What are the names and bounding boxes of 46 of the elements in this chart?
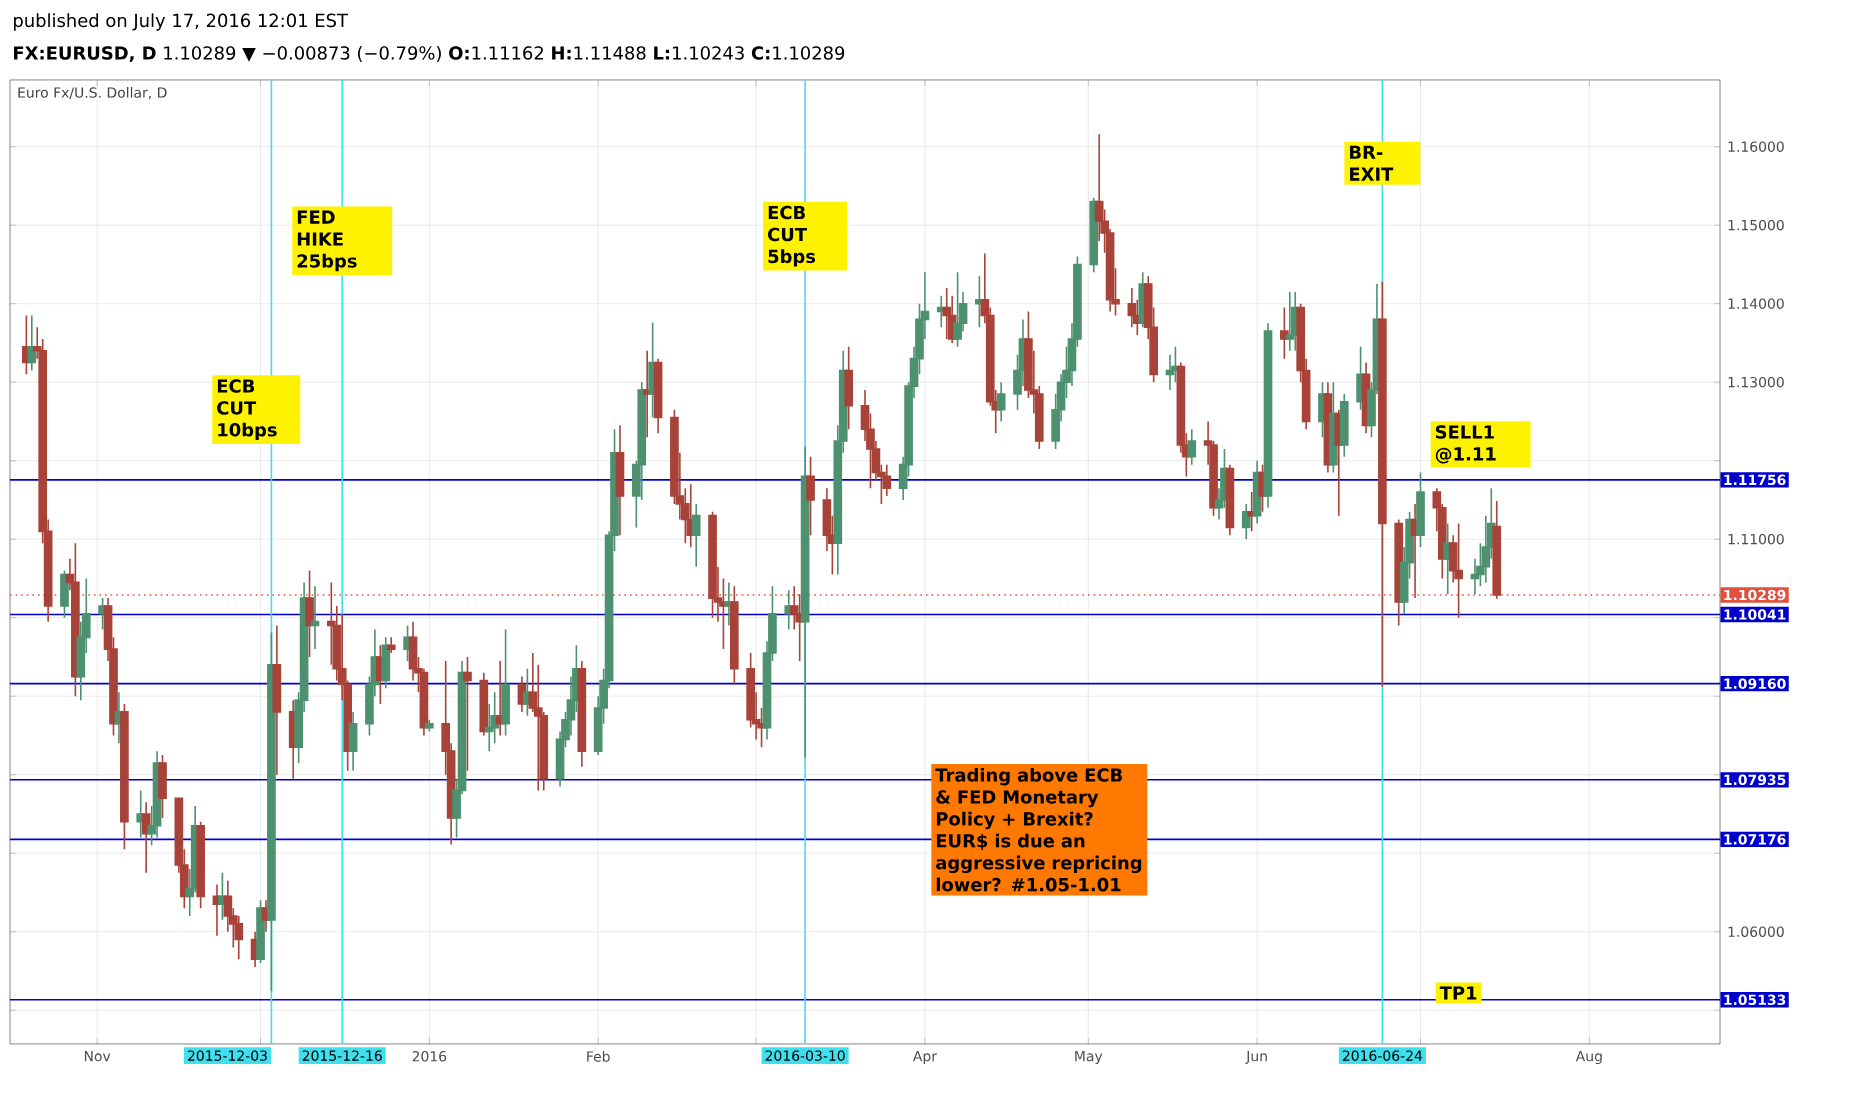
candlestick <box>1241 503 1251 541</box>
candlestick <box>1454 522 1463 619</box>
candlestick <box>305 569 314 658</box>
candlestick <box>348 711 358 772</box>
candlestick <box>158 754 167 819</box>
annotation: Trading above ECB & FED Monetary Policy + Brexit? EUR$ is due an aggressive repricing lower? #1.05-1.01 <box>935 767 1142 892</box>
annotation: FED HIKE 25bps <box>297 210 357 272</box>
candlestick <box>1187 428 1197 466</box>
candlestick <box>27 314 37 372</box>
candlestick <box>1339 393 1349 458</box>
candlestick <box>729 585 739 686</box>
candlestick <box>691 503 701 568</box>
candlestick <box>882 463 892 497</box>
candlestick <box>942 287 952 340</box>
candlestick <box>577 660 587 768</box>
candlestick <box>479 671 489 737</box>
candlestick <box>272 624 282 776</box>
annotation: SELL1 @1.11 <box>1435 425 1496 464</box>
chart-subtitle: published on July 17, 2016 12:01 EST <box>14 13 348 31</box>
annotation: TP1 <box>1439 986 1477 1000</box>
candlestick <box>1285 291 1295 352</box>
candlestick <box>381 636 391 690</box>
candlestick <box>996 381 1006 423</box>
candlestick <box>425 718 434 733</box>
candlestick <box>708 510 717 619</box>
candlestick <box>120 703 129 851</box>
candlestick <box>844 346 854 431</box>
candlestick <box>953 271 962 348</box>
candlestick <box>141 801 151 874</box>
candlestick <box>463 656 472 772</box>
candlestick <box>386 636 396 654</box>
chart-title: FX:EURUSD, D 1.10289 ▼ −0.00873 (−0.79%) O:1.11162 H:1.11488 L:1.10243 C:1.10289 <box>14 45 845 63</box>
annotation: ECB CUT 5bps <box>768 205 816 267</box>
candlestick <box>1492 500 1502 600</box>
candlestick <box>1165 353 1175 391</box>
candlestick <box>800 445 810 759</box>
annotation: ECB CUT 10bps <box>217 379 277 441</box>
candlestick <box>196 821 205 909</box>
candlestick <box>501 628 510 737</box>
candlestick <box>310 585 320 650</box>
candlestick <box>1127 287 1137 329</box>
candlestick <box>234 915 244 960</box>
annotation: BR-EXIT <box>1350 145 1394 181</box>
candlestick <box>806 455 815 537</box>
candlestick <box>615 424 625 537</box>
candlestick <box>1416 471 1425 548</box>
